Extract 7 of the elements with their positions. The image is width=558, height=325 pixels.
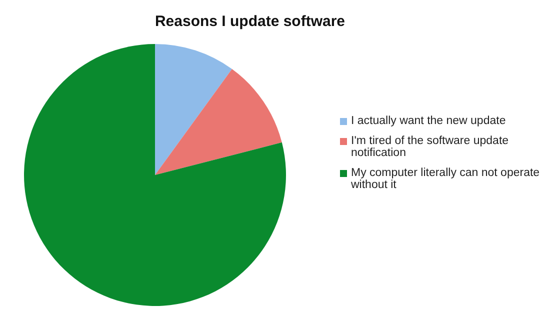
legend-label: I'm tired of the software update notification — [351, 135, 510, 159]
pie-slice — [155, 44, 232, 175]
pie-slice — [24, 44, 286, 306]
chart-title: Reasons I update software — [154, 13, 346, 30]
pie-slice — [155, 69, 282, 175]
legend-label: I actually want the new update — [351, 115, 506, 127]
legend-label: My computer literally can not operate without it — [351, 167, 540, 191]
